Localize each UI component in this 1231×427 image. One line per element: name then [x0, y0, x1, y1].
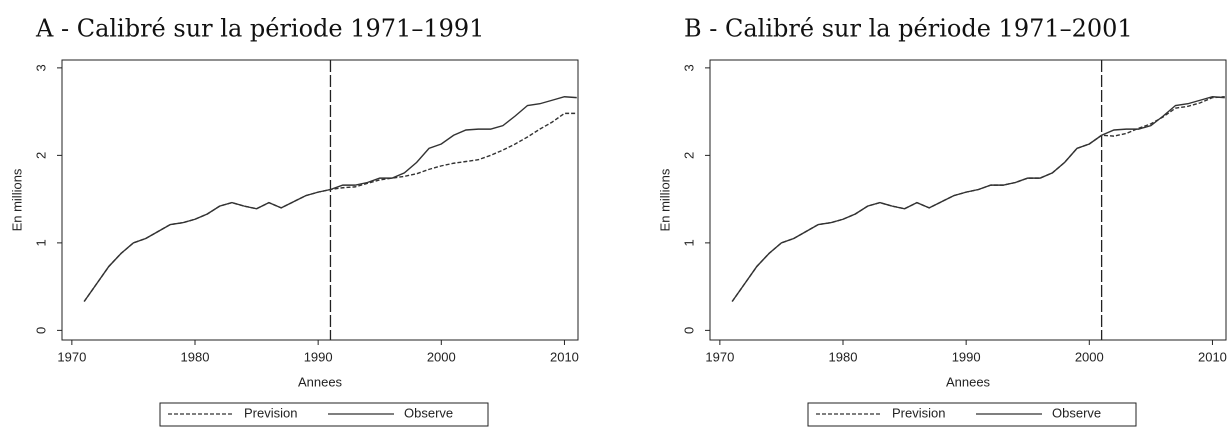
x-axis-label: Annees	[298, 374, 343, 389]
y-tick-label: 0	[33, 327, 48, 334]
plot-frame	[709, 59, 1227, 341]
legend-box	[807, 402, 1137, 427]
chart-title: A - Calibré sur la période 1971–1991	[35, 15, 484, 43]
y-tick-label: 3	[33, 64, 48, 71]
x-axis-label: Annees	[946, 374, 991, 389]
y-tick-label: 0	[681, 327, 696, 334]
legend-label: Observe	[404, 405, 453, 420]
series-line	[83, 96, 577, 302]
y-tick-label: 3	[681, 64, 696, 71]
legend: Prevision Observe	[159, 402, 489, 427]
x-tick-label: 1990	[304, 349, 333, 364]
y-tick-label: 2	[681, 152, 696, 159]
x-tick-label: 2000	[1075, 349, 1104, 364]
x-tick-label: 1970	[57, 349, 86, 364]
y-tick-label: 2	[33, 152, 48, 159]
x-tick-label: 1990	[952, 349, 981, 364]
legend: Prevision Observe	[807, 402, 1137, 427]
y-tick-label: 1	[33, 239, 48, 246]
x-tick-label: 2000	[427, 349, 456, 364]
series-line	[731, 96, 1225, 302]
x-tick-label: 2010	[550, 349, 579, 364]
x-tick-label: 2010	[1198, 349, 1227, 364]
legend-label: Prevision	[244, 405, 297, 420]
y-axis-label: En millions	[657, 168, 672, 231]
chart-title: B - Calibré sur la période 1971–2001	[684, 15, 1133, 43]
x-tick-label: 1970	[705, 349, 734, 364]
series-line	[731, 96, 1225, 302]
x-tick-label: 1980	[181, 349, 210, 364]
chart-panel: A - Calibré sur la période 1971–1991 0 1 2 3…	[9, 15, 579, 427]
y-tick-label: 1	[681, 239, 696, 246]
legend-box	[159, 402, 489, 427]
legend-label: Prevision	[892, 405, 945, 420]
legend-label: Observe	[1052, 405, 1101, 420]
x-tick-label: 1980	[829, 349, 858, 364]
y-axis-label: En millions	[9, 168, 24, 231]
plot-frame	[61, 59, 579, 341]
chart-panel: B - Calibré sur la période 1971–2001 0 1 2 3…	[657, 15, 1227, 427]
